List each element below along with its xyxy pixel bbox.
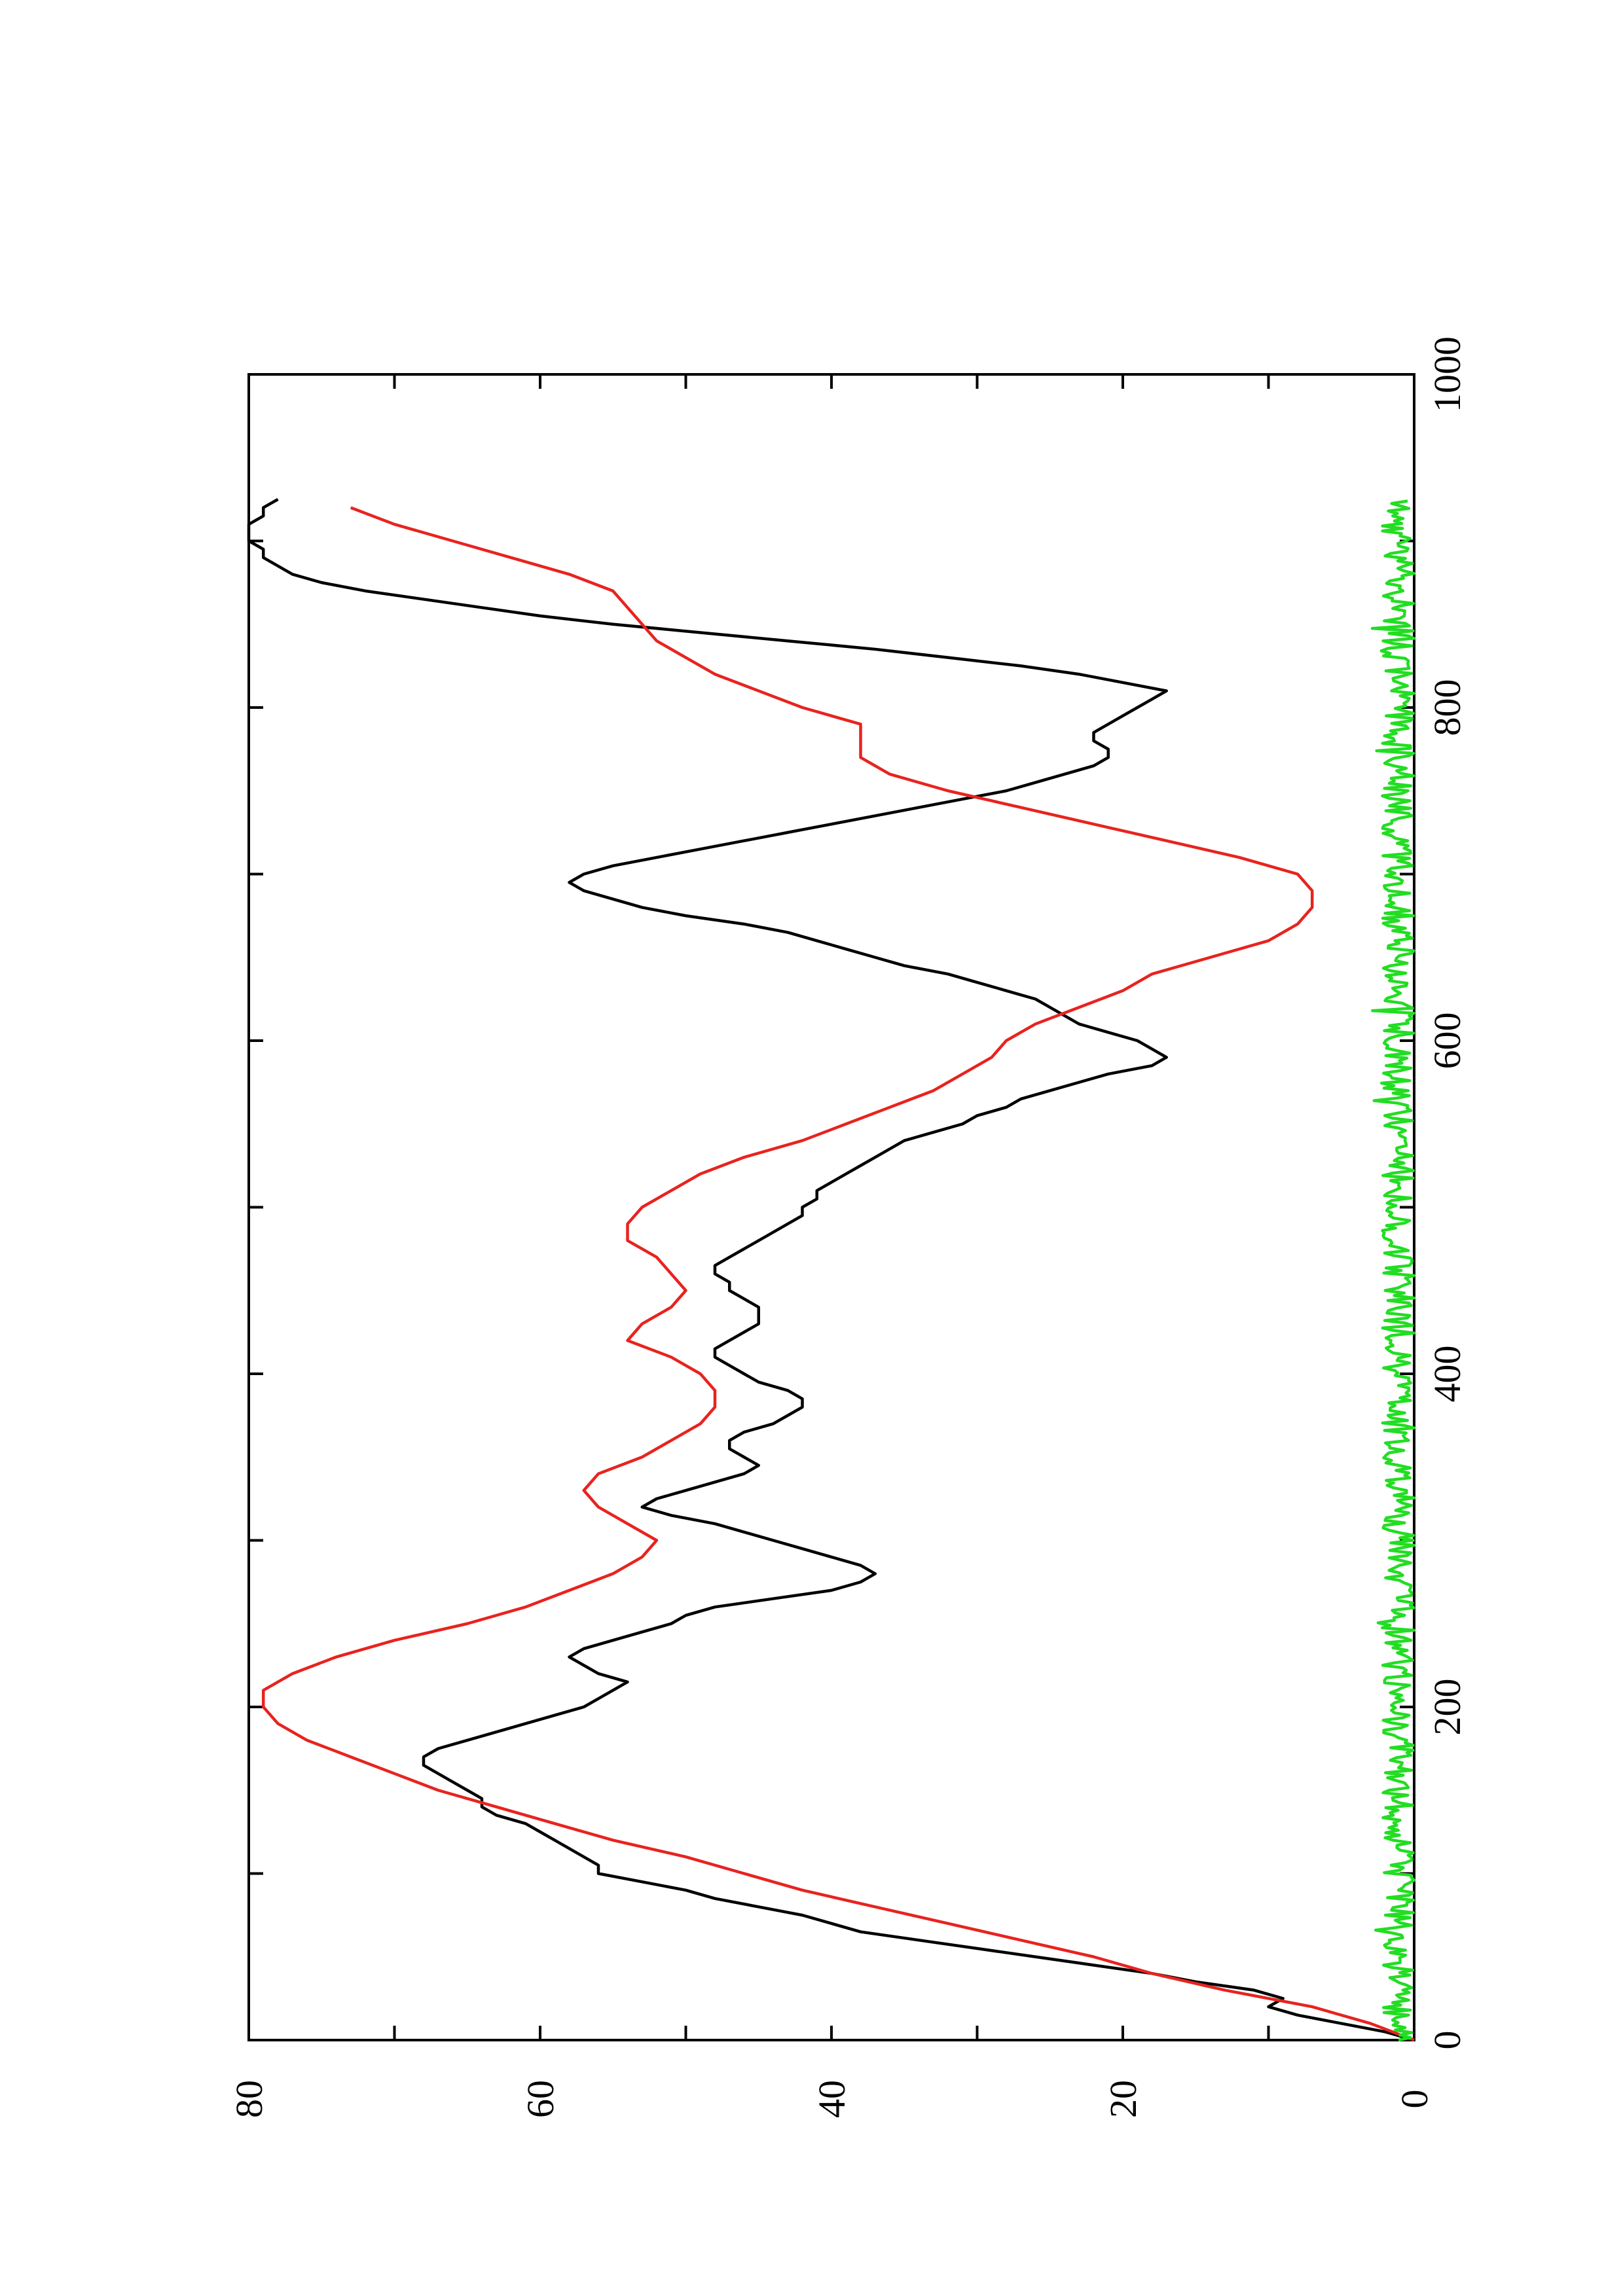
x-tick-label: 0 <box>1426 2031 1468 2050</box>
series-layer <box>247 497 1416 2042</box>
plot-area: 0 200 400 600 800 1000 0 20 40 60 80 <box>228 336 1468 2118</box>
series-line-green <box>1370 499 1416 2042</box>
axis-tick-labels: 0 200 400 600 800 1000 0 20 40 60 80 <box>228 336 1468 2118</box>
y-tick-label: 80 <box>228 2080 270 2118</box>
plot-frame <box>247 373 1415 2041</box>
y-tick-label: 40 <box>811 2080 853 2118</box>
series-line <box>247 497 1415 2042</box>
x-tick-label: 1000 <box>1426 336 1468 412</box>
axis-ticks <box>247 373 1415 2041</box>
x-tick-label: 200 <box>1426 1679 1468 1736</box>
x-tick-label: 800 <box>1426 679 1468 736</box>
series-line-red <box>262 506 1415 2042</box>
y-tick-label: 0 <box>1393 2090 1436 2109</box>
x-tick-label: 400 <box>1426 1346 1468 1403</box>
y-tick-label: 20 <box>1102 2080 1144 2118</box>
x-tick-label: 600 <box>1426 1013 1468 1069</box>
y-tick-label: 60 <box>519 2080 562 2118</box>
